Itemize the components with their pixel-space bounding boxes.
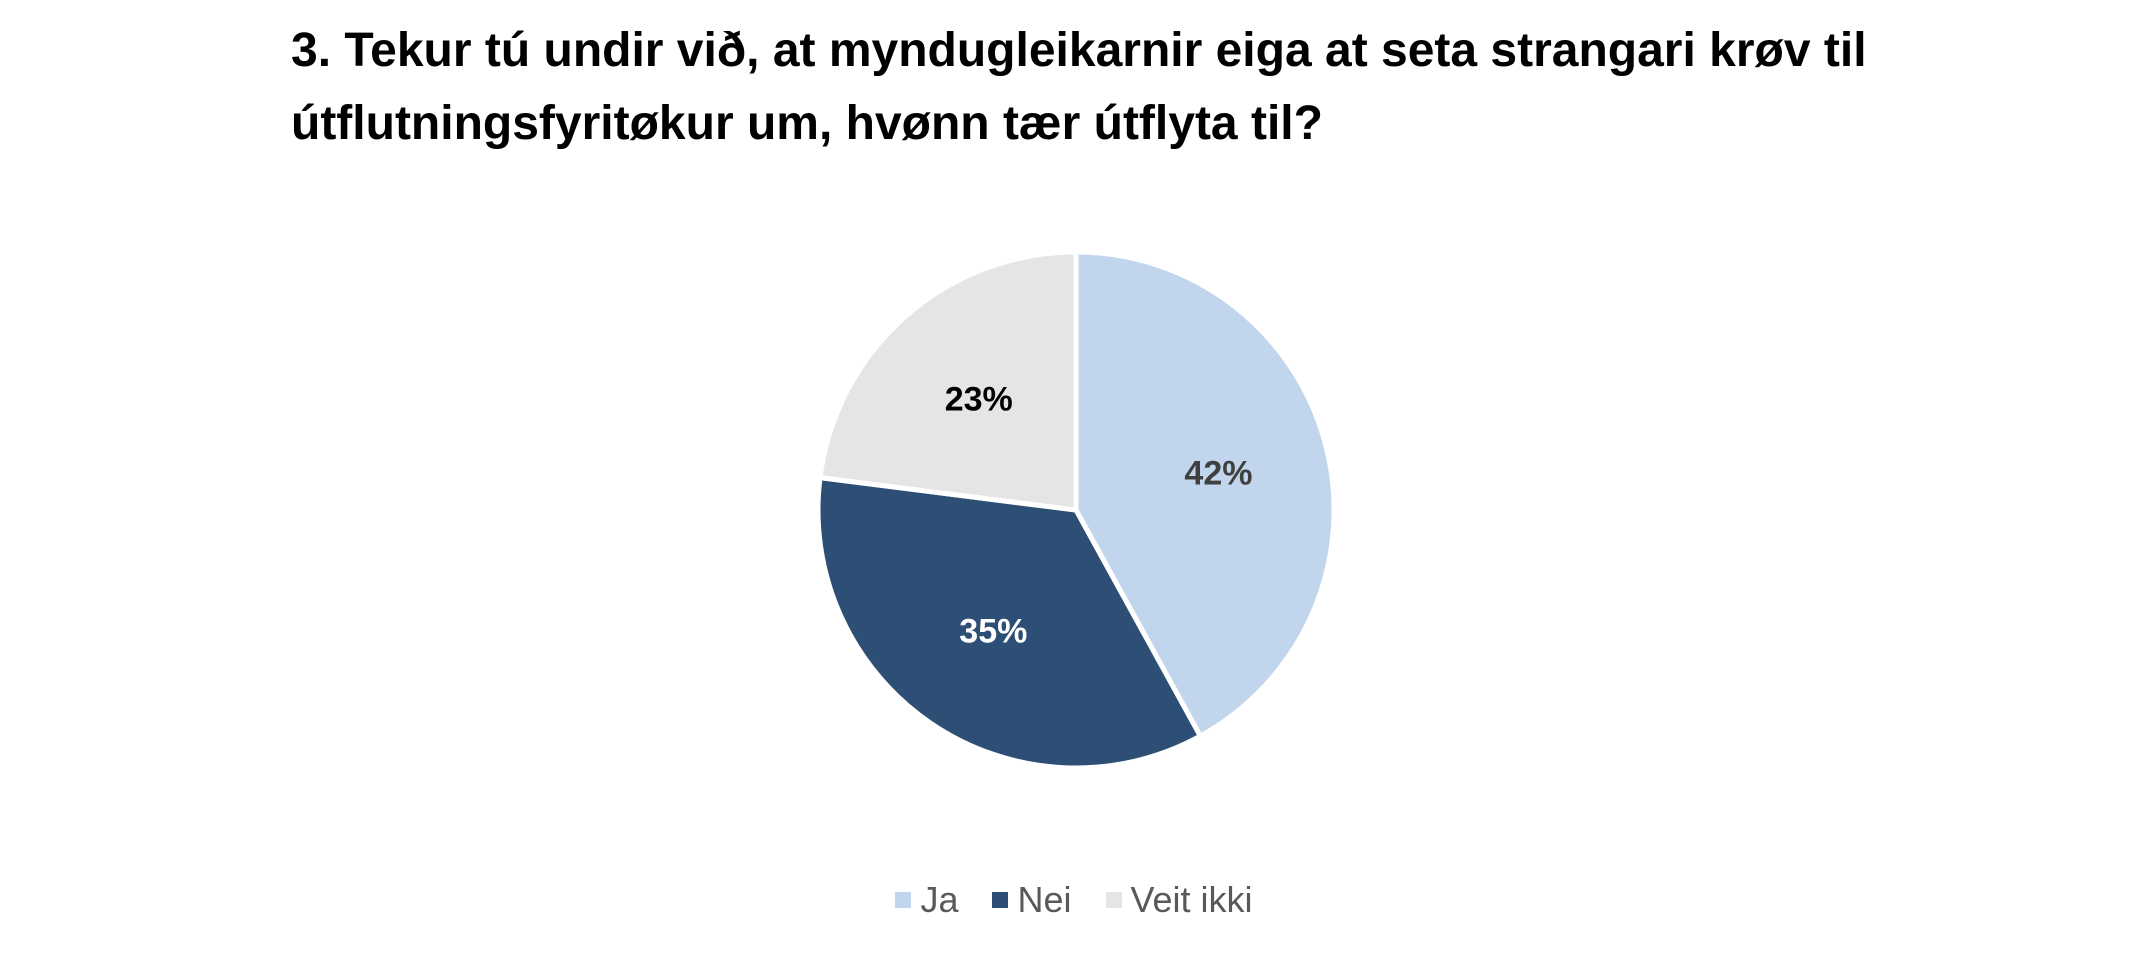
pie-slice-nei [815,475,1203,771]
legend-item-nei: Nei [992,878,1072,922]
legend-swatch-nei [992,892,1009,908]
legend-label-veit-ikki: Veit ikki [1130,879,1253,920]
chart-title: 3. Tekur tú undir við, at myndugleikarni… [291,24,1867,150]
legend-item-ja: Ja [895,878,958,922]
chart-legend: Ja Nei Veit ikki [0,878,2148,922]
data-label-veit-ikki: 23% [945,381,1013,419]
pie-slice-ja [1073,249,1337,739]
legend-swatch-ja [895,892,912,908]
legend-swatch-veit-ikki [1105,892,1122,908]
pie-data-labels: 42% 35% 23% [945,381,1253,651]
data-label-nei: 35% [959,613,1027,651]
data-label-ja: 42% [1184,454,1252,492]
legend-label-ja: Ja [920,879,959,920]
pie-slice-veit-ikki [817,249,1079,513]
legend-label-nei: Nei [1017,879,1072,920]
pie-slices [815,249,1337,771]
legend-item-veit-ikki: Veit ikki [1105,878,1253,922]
